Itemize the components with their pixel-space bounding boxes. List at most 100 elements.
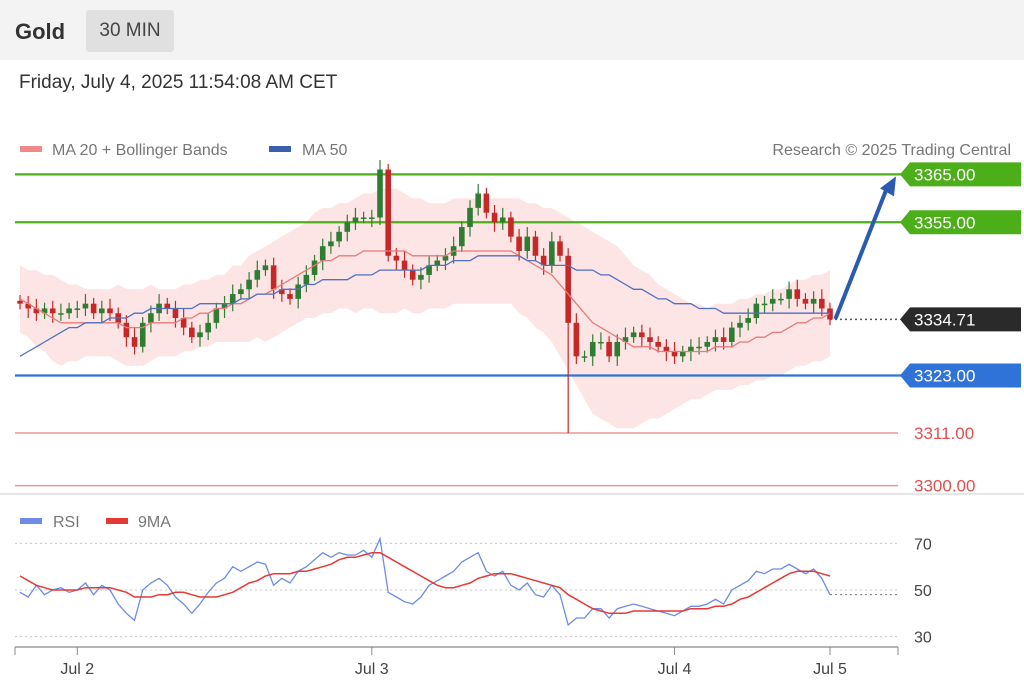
ma20-legend-label: MA 20 + Bollinger Bands (52, 142, 228, 159)
candle-body (639, 332, 645, 338)
plot-area: 3365.00 3355.00 3334.71 3323.00 3311.00 3300.… (14, 160, 1021, 678)
candle-body (262, 265, 269, 271)
candle-body (311, 260, 318, 275)
candle-body (737, 322, 743, 328)
candle-body (393, 255, 400, 261)
candle-body (720, 337, 727, 342)
candle-body (319, 246, 326, 261)
price-tag-bg (900, 363, 1021, 388)
candle-body (99, 308, 105, 314)
candle-body (614, 341, 621, 357)
candle-body (761, 303, 768, 306)
candle-body (679, 351, 686, 357)
candle-body (409, 270, 416, 280)
price-tag-3323.00: 3323.00 (914, 366, 975, 385)
candle-body (819, 298, 825, 309)
price-tag-3311.00: 3311.00 (914, 424, 974, 443)
candle-body (786, 289, 792, 299)
candle-body (475, 193, 481, 208)
price-tag-3300.00: 3300.00 (914, 477, 975, 496)
timeframe-button[interactable]: 30 MIN (86, 10, 174, 52)
candle-body (769, 298, 776, 304)
candle-body (303, 274, 310, 285)
ma50-legend-swatch (269, 146, 291, 152)
x-tick-label: Jul 3 (355, 661, 389, 678)
candle-body (279, 289, 285, 295)
candle-body (328, 241, 334, 247)
candle-body (753, 303, 760, 319)
x-tick-label: Jul 2 (60, 661, 94, 678)
candle-body (369, 217, 375, 219)
candle-body (794, 289, 801, 299)
ma20-line (19, 250, 831, 353)
rsi-tick-label: 30 (914, 630, 932, 647)
candle-body (213, 308, 220, 323)
candle-body (630, 332, 637, 338)
candle-body (123, 322, 130, 338)
candle-body (254, 270, 261, 280)
candle-body (221, 303, 228, 309)
candle-body (663, 346, 670, 352)
candle-body (148, 313, 154, 323)
candle-body (606, 341, 612, 357)
candle-body (270, 265, 277, 290)
candle-body (58, 313, 64, 315)
candle-body (704, 341, 711, 347)
candle-body (131, 337, 138, 347)
candle-body (295, 284, 301, 299)
forecast-arrowhead (880, 176, 896, 197)
candle-body (238, 289, 244, 295)
candle-body (66, 308, 72, 314)
candle-body (229, 294, 236, 304)
candle-body (589, 341, 596, 357)
candle-body (745, 318, 751, 323)
candle-body (287, 294, 293, 299)
bollinger-band (20, 188, 830, 429)
candle-body (573, 322, 580, 357)
copyright-text: Research © 2025 Trading Central (772, 142, 1011, 159)
candle-body (352, 217, 359, 223)
price-tag-3355.00: 3355.00 (914, 213, 975, 232)
candle-body (516, 236, 522, 251)
rsi-line (19, 536, 831, 627)
candle-body (344, 222, 351, 232)
candle-body (647, 337, 653, 342)
chart-datetime: Friday, July 4, 2025 11:54:08 AM CET (19, 72, 338, 93)
candle-body (532, 236, 539, 256)
candle-body (74, 308, 81, 310)
price-legend: MA 20 + Bollinger Bands MA 50 Research ©… (20, 142, 1011, 159)
rsi-ma-legend-label: 9MA (138, 514, 171, 531)
candle-body (17, 300, 23, 304)
rsi-legend-swatch (20, 518, 42, 524)
candle-body (467, 207, 473, 228)
candle-body (483, 193, 490, 213)
candle-body (671, 351, 678, 357)
ma50-line (19, 255, 830, 357)
candle-body (802, 298, 809, 304)
candle-body (25, 303, 31, 309)
candle-body (655, 341, 661, 347)
candle-body (622, 337, 629, 342)
candle-body (197, 332, 203, 338)
candle-body (107, 308, 113, 314)
candle-body (696, 346, 702, 349)
candle-body (336, 231, 342, 242)
x-tick-label: Jul 5 (813, 661, 847, 678)
candle-body (729, 327, 735, 342)
rsi-ma-legend-swatch (106, 518, 128, 524)
candle-body (810, 298, 817, 304)
candle-body (778, 298, 784, 301)
candle-body (565, 255, 571, 323)
price-tag-bg (900, 210, 1021, 235)
candle-body (172, 308, 179, 319)
rsi-tick-label: 50 (914, 583, 932, 600)
candle-body (459, 227, 465, 247)
forecast-arrow (834, 188, 888, 320)
candle-body (557, 241, 563, 256)
candle-body (688, 346, 694, 352)
ma20-legend-swatch (20, 146, 42, 152)
rsi-ma-line (19, 551, 831, 615)
candle-body (180, 318, 187, 328)
candle-body (426, 265, 432, 275)
